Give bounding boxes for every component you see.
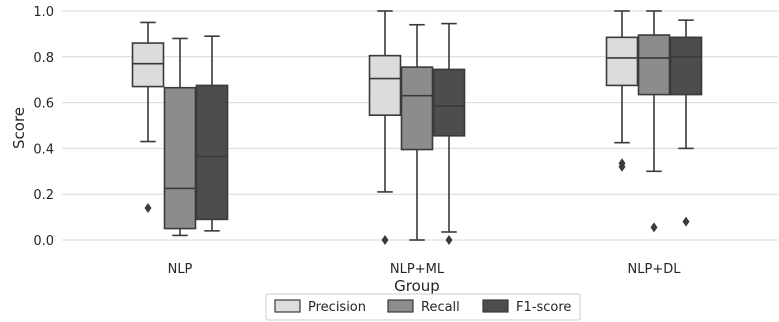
- outlier-point: [381, 235, 389, 245]
- y-tick-label: 0.4: [33, 142, 54, 157]
- box-recall-nlp+dl: [637, 10, 671, 233]
- y-axis-ticks: 0.0 0.2 0.4 0.6 0.8 1.0: [33, 5, 54, 249]
- boxes-layer: [131, 10, 703, 245]
- box-f1-score-nlp: [195, 35, 229, 232]
- y-tick-label: 0.2: [33, 188, 54, 203]
- iqr-box: [669, 36, 703, 96]
- legend-label: Precision: [308, 300, 366, 315]
- x-axis-ticks: NLP NLP+ML NLP+DL: [168, 262, 682, 277]
- iqr-box: [432, 68, 466, 137]
- outlier-point: [650, 222, 658, 233]
- outlier-point: [682, 216, 690, 227]
- iqr-box: [400, 66, 434, 151]
- x-tick-label: NLP+DL: [628, 262, 682, 277]
- y-tick-label: 0.8: [33, 51, 54, 66]
- iqr-box: [195, 84, 229, 221]
- legend-swatch: [387, 299, 414, 313]
- outlier-point: [618, 158, 626, 169]
- box-precision-nlp+dl: [605, 10, 639, 172]
- iqr-box: [605, 36, 639, 87]
- box-recall-nlp: [163, 37, 197, 237]
- legend: Precision Recall F1-score: [265, 293, 581, 321]
- outlier-point: [144, 202, 152, 213]
- box-precision-nlp: [131, 21, 165, 213]
- box-precision-nlp+ml: [368, 10, 402, 245]
- legend-label: F1-score: [516, 300, 571, 315]
- x-axis-label: Group: [394, 277, 440, 295]
- legend-swatch: [482, 299, 509, 313]
- box-recall-nlp+ml: [400, 23, 434, 241]
- x-tick-label: NLP: [168, 262, 193, 277]
- y-tick-label: 0.0: [33, 234, 54, 249]
- y-tick-label: 1.0: [33, 5, 54, 20]
- iqr-box: [637, 34, 671, 96]
- iqr-box: [368, 54, 402, 116]
- box-f1-score-nlp+ml: [432, 22, 466, 245]
- legend-label: Recall: [421, 300, 460, 315]
- x-tick-label: NLP+ML: [390, 262, 445, 277]
- y-axis-label: Score: [10, 107, 28, 149]
- iqr-box: [131, 42, 165, 88]
- iqr-box: [163, 86, 197, 230]
- legend-swatch: [274, 299, 301, 313]
- box-f1-score-nlp+dl: [669, 19, 703, 227]
- outlier-point: [445, 235, 453, 245]
- y-tick-label: 0.6: [33, 97, 54, 112]
